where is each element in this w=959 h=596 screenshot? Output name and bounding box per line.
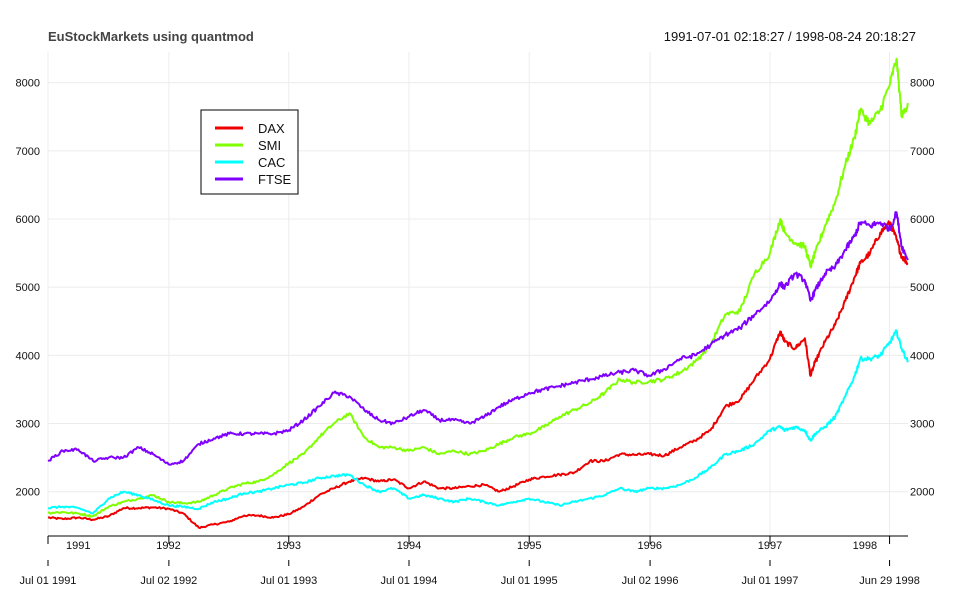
year-label: 1992 xyxy=(156,540,180,552)
y-tick-label-right: 3000 xyxy=(910,419,934,431)
x-tick-label: Jul 01 1997 xyxy=(742,575,799,587)
chart-title: EuStockMarkets using quantmod xyxy=(48,29,254,44)
legend-label-smi: SMI xyxy=(258,138,281,153)
x-tick-label: Jul 02 1992 xyxy=(140,575,197,587)
x-tick-label: Jul 01 1993 xyxy=(260,575,317,587)
legend-label-dax: DAX xyxy=(258,121,285,136)
y-tick-label-right: 2000 xyxy=(910,487,934,499)
year-label: 1993 xyxy=(277,540,301,552)
y-tick-label-left: 5000 xyxy=(16,282,40,294)
y-tick-label-right: 8000 xyxy=(910,78,934,90)
y-tick-label-right: 5000 xyxy=(910,282,934,294)
series-lines xyxy=(47,57,909,529)
series-line-dax xyxy=(47,220,909,529)
year-label: 1994 xyxy=(397,540,421,552)
y-tick-label-left: 7000 xyxy=(16,146,40,158)
y-tick-label-left: 6000 xyxy=(16,214,40,226)
year-label: 1995 xyxy=(517,540,541,552)
legend: DAX SMI CAC FTSE xyxy=(200,109,299,195)
y-tick-label-right: 6000 xyxy=(910,214,934,226)
y-tick-label-left: 8000 xyxy=(16,78,40,90)
x-tick-label: Jul 02 1996 xyxy=(622,575,679,587)
series-line-cac xyxy=(47,329,909,515)
x-tick-label: Jul 01 1995 xyxy=(501,575,558,587)
y-tick-label-right: 4000 xyxy=(910,350,934,362)
year-label: 1991 xyxy=(66,540,90,552)
year-label: 1996 xyxy=(638,540,662,552)
y-tick-label-left: 4000 xyxy=(16,350,40,362)
x-tick-label: Jul 01 1994 xyxy=(381,575,438,587)
x-tick-label: Jul 01 1991 xyxy=(20,575,77,587)
legend-label-ftse: FTSE xyxy=(258,172,292,187)
legend-label-cac: CAC xyxy=(258,155,285,170)
series-line-smi xyxy=(47,57,909,518)
y-tick-label-left: 2000 xyxy=(16,487,40,499)
grid xyxy=(47,52,908,536)
axes: 2000 2000 3000 3000 4000 4000 5000 5000 6000 6000… xyxy=(16,78,935,587)
y-tick-label-left: 3000 xyxy=(16,419,40,431)
year-label: 1997 xyxy=(758,540,782,552)
x-tick-label: Jun 29 1998 xyxy=(859,575,920,587)
series-line-ftse xyxy=(47,211,909,466)
y-tick-label-right: 7000 xyxy=(910,146,934,158)
date-range-label: 1991-07-01 02:18:27 / 1998-08-24 20:18:2… xyxy=(664,29,916,44)
year-label: 1998 xyxy=(853,540,877,552)
